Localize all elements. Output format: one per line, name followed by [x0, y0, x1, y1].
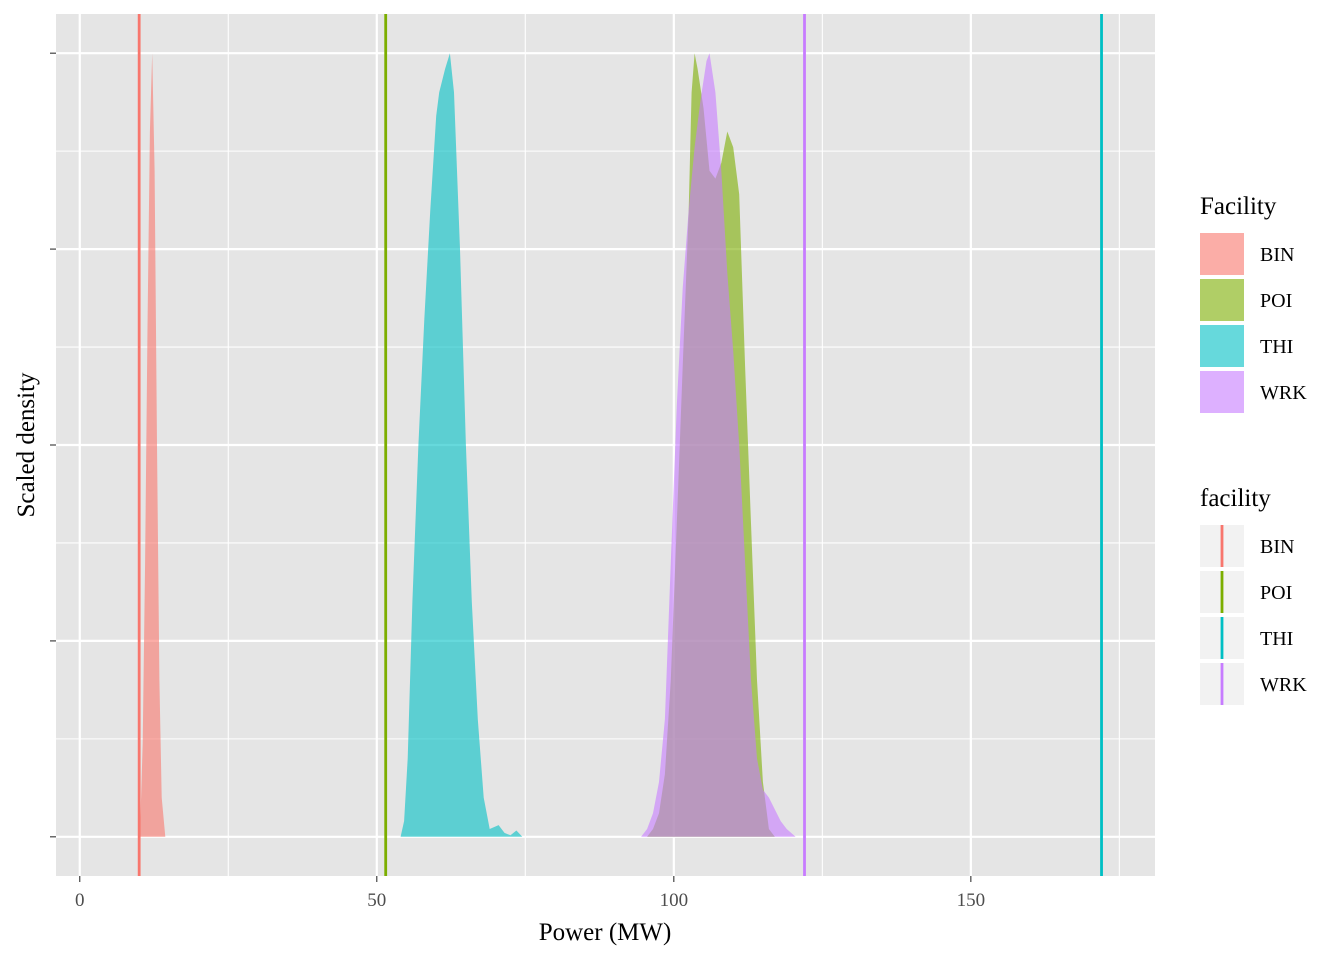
- legend-key-fill-wrk: [1200, 371, 1244, 413]
- legend-title-0: Facility: [1200, 193, 1277, 220]
- legend-label-fill-thi: THI: [1260, 336, 1293, 358]
- density-area-thi: [400, 53, 523, 837]
- legend-label-fill-wrk: WRK: [1260, 382, 1307, 404]
- legend-key-fill-poi: [1200, 279, 1244, 321]
- legend-label-line-bin: BIN: [1260, 536, 1294, 558]
- density-area-bin: [138, 53, 166, 837]
- density-areas: [138, 53, 796, 837]
- density-area-wrk: [641, 53, 796, 837]
- legend-label-line-wrk: WRK: [1260, 674, 1307, 696]
- x-tick-label-3: 150: [957, 890, 986, 911]
- y-axis-ticks: [50, 52, 56, 838]
- grid-major: [56, 14, 1155, 876]
- legend-label-fill-poi: POI: [1260, 290, 1292, 312]
- legend-title-1: facility: [1200, 485, 1271, 512]
- legends: Facility BIN POI THI WRK facility BIN POI THI WRK: [1200, 193, 1307, 705]
- x-tick-label-1: 50: [367, 890, 386, 911]
- legend-label-line-poi: POI: [1260, 582, 1292, 604]
- x-tick-label-2: 100: [660, 890, 689, 911]
- x-tick-label-0: 0: [75, 890, 85, 911]
- x-axis-ticks: 0 50 100 150: [75, 876, 985, 911]
- legend-key-fill-thi: [1200, 325, 1244, 367]
- reference-lines: [137, 14, 1103, 876]
- legend-label-fill-bin: BIN: [1260, 244, 1294, 266]
- x-axis-title: Power (MW): [539, 919, 672, 946]
- legend-label-line-thi: THI: [1260, 628, 1293, 650]
- legend-key-fill-bin: [1200, 233, 1244, 275]
- y-axis-title: Scaled density: [13, 372, 40, 518]
